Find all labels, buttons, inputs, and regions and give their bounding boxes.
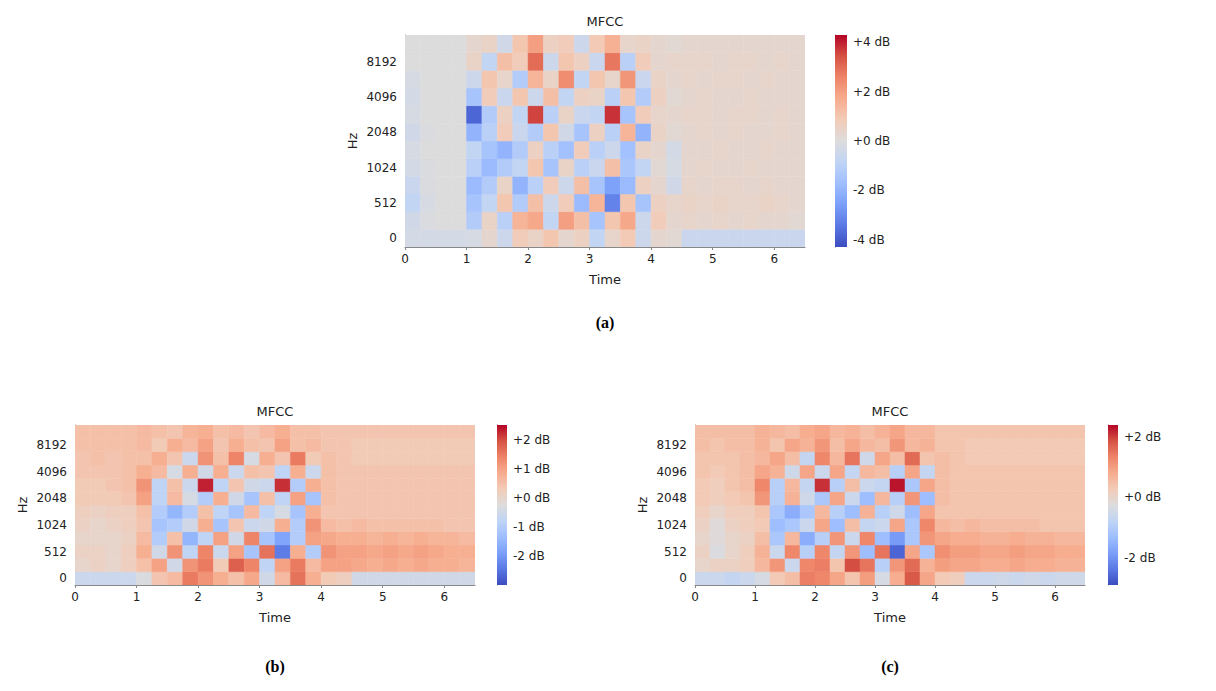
- svg-text:-2 dB: -2 dB: [513, 549, 545, 563]
- svg-text:2048: 2048: [656, 491, 687, 505]
- svg-text:6: 6: [1051, 590, 1059, 604]
- svg-text:-2 dB: -2 dB: [1124, 551, 1156, 565]
- svg-text:4096: 4096: [36, 465, 67, 479]
- svg-text:8192: 8192: [36, 438, 67, 452]
- svg-text:2: 2: [194, 590, 202, 604]
- svg-text:+2 dB: +2 dB: [853, 85, 890, 99]
- svg-text:Time: Time: [873, 610, 906, 625]
- svg-text:2: 2: [524, 252, 532, 266]
- svg-text:3: 3: [586, 252, 594, 266]
- svg-text:(c): (c): [881, 658, 899, 676]
- svg-text:MFCC: MFCC: [257, 404, 294, 419]
- svg-text:0: 0: [679, 571, 687, 585]
- svg-text:Hz: Hz: [15, 497, 30, 514]
- svg-text:+2 dB: +2 dB: [1124, 430, 1161, 444]
- svg-text:4: 4: [647, 252, 655, 266]
- svg-text:512: 512: [664, 545, 687, 559]
- svg-text:+2 dB: +2 dB: [513, 433, 550, 447]
- svg-text:1: 1: [751, 590, 759, 604]
- svg-text:0: 0: [691, 590, 699, 604]
- svg-text:Hz: Hz: [345, 133, 360, 150]
- svg-text:4: 4: [931, 590, 939, 604]
- svg-text:1024: 1024: [366, 161, 397, 175]
- svg-text:MFCC: MFCC: [872, 404, 909, 419]
- svg-text:1: 1: [463, 252, 471, 266]
- svg-text:6: 6: [770, 252, 778, 266]
- svg-text:Time: Time: [588, 272, 621, 287]
- svg-text:Time: Time: [258, 610, 291, 625]
- svg-text:512: 512: [44, 545, 67, 559]
- svg-text:-2 dB: -2 dB: [853, 183, 885, 197]
- svg-text:6: 6: [440, 590, 448, 604]
- svg-text:1024: 1024: [656, 518, 687, 532]
- svg-text:5: 5: [379, 590, 387, 604]
- svg-text:8192: 8192: [656, 438, 687, 452]
- svg-text:+0 dB: +0 dB: [513, 491, 550, 505]
- svg-text:+0 dB: +0 dB: [853, 134, 890, 148]
- svg-text:4096: 4096: [366, 90, 397, 104]
- svg-text:+4 dB: +4 dB: [853, 35, 890, 49]
- svg-text:-1 dB: -1 dB: [513, 520, 545, 534]
- svg-text:+1 dB: +1 dB: [513, 462, 550, 476]
- svg-text:5: 5: [709, 252, 717, 266]
- svg-text:0: 0: [71, 590, 79, 604]
- svg-text:2048: 2048: [366, 125, 397, 139]
- svg-text:512: 512: [374, 196, 397, 210]
- svg-text:+0 dB: +0 dB: [1124, 490, 1161, 504]
- svg-text:8192: 8192: [366, 55, 397, 69]
- svg-text:0: 0: [59, 571, 67, 585]
- svg-text:3: 3: [256, 590, 264, 604]
- svg-text:(b): (b): [265, 658, 285, 676]
- svg-text:2048: 2048: [36, 491, 67, 505]
- svg-text:MFCC: MFCC: [587, 14, 624, 29]
- svg-text:-4 dB: -4 dB: [853, 233, 885, 247]
- svg-text:Hz: Hz: [635, 497, 650, 514]
- svg-text:5: 5: [991, 590, 999, 604]
- svg-text:0: 0: [401, 252, 409, 266]
- svg-text:0: 0: [389, 231, 397, 245]
- svg-text:1024: 1024: [36, 518, 67, 532]
- svg-text:1: 1: [133, 590, 141, 604]
- svg-text:(a): (a): [596, 314, 615, 332]
- svg-text:4096: 4096: [656, 465, 687, 479]
- svg-text:4: 4: [317, 590, 325, 604]
- svg-text:3: 3: [871, 590, 879, 604]
- svg-text:2: 2: [811, 590, 819, 604]
